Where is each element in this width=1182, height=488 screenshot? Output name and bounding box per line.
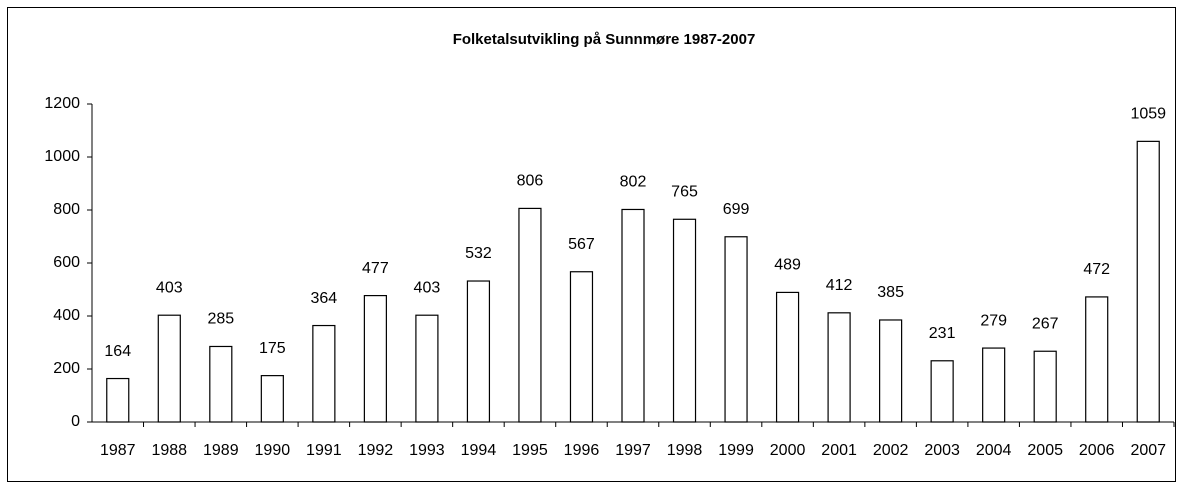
- data-label: 385: [877, 284, 904, 301]
- data-label: 765: [671, 183, 698, 200]
- chart-title: Folketalsutvikling på Sunnmøre 1987-2007: [453, 31, 756, 48]
- bar: [1085, 296, 1109, 423]
- x-tick-label: 1987: [100, 442, 136, 459]
- x-tick-label: 2003: [924, 442, 960, 459]
- data-label: 403: [414, 279, 441, 296]
- x-tick-label: 1999: [718, 442, 754, 459]
- bar: [106, 377, 130, 423]
- bar: [672, 218, 697, 423]
- data-label: 175: [259, 340, 286, 357]
- data-label: 1059: [1130, 106, 1166, 123]
- y-tick-label: 1000: [44, 148, 80, 165]
- bar: [312, 324, 336, 423]
- bar: [930, 360, 954, 423]
- bar: [879, 319, 903, 423]
- bar: [982, 347, 1006, 423]
- bar: [363, 294, 387, 423]
- bar: [1136, 140, 1160, 423]
- y-tick-label: 600: [53, 254, 80, 271]
- x-tick-label: 1996: [564, 442, 600, 459]
- bar: [724, 236, 748, 423]
- data-label: 472: [1083, 261, 1110, 278]
- bar: [466, 280, 491, 423]
- y-tick-label: 400: [53, 307, 80, 324]
- x-tick-label: 2007: [1130, 442, 1166, 459]
- x-tick-label: 1993: [409, 442, 445, 459]
- x-tick-label: 1992: [358, 442, 394, 459]
- x-tick-label: 2006: [1079, 442, 1115, 459]
- x-tick-label: 1989: [203, 442, 239, 459]
- data-label: 267: [1032, 315, 1059, 332]
- x-tick-label: 1994: [461, 442, 497, 459]
- x-tick-label: 2004: [976, 442, 1012, 459]
- bar: [775, 291, 800, 423]
- data-label: 231: [929, 325, 956, 342]
- bar: [518, 207, 542, 423]
- data-label: 802: [620, 174, 647, 191]
- x-tick-label: 2005: [1027, 442, 1063, 459]
- data-label: 364: [311, 290, 338, 307]
- bar: [827, 312, 851, 423]
- data-label: 806: [517, 173, 544, 190]
- bar: [209, 345, 233, 423]
- data-label: 699: [723, 201, 750, 218]
- data-label: 279: [980, 312, 1007, 329]
- x-tick-label: 2001: [821, 442, 857, 459]
- data-label: 477: [362, 260, 389, 277]
- x-tick-label: 1995: [512, 442, 548, 459]
- x-tick-label: 2002: [873, 442, 909, 459]
- data-label: 403: [156, 279, 183, 296]
- bar: [157, 314, 181, 423]
- y-tick-label: 200: [53, 360, 80, 377]
- data-label: 285: [207, 311, 234, 328]
- x-tick-label: 1998: [667, 442, 703, 459]
- x-tick-label: 1991: [306, 442, 342, 459]
- x-tick-label: 1990: [255, 442, 291, 459]
- x-tick-label: 2000: [770, 442, 806, 459]
- data-label: 164: [104, 343, 131, 360]
- y-tick-label: 800: [53, 201, 80, 218]
- x-tick-label: 1988: [151, 442, 187, 459]
- data-label: 412: [826, 277, 853, 294]
- x-tick-label: 1997: [615, 442, 651, 459]
- bar: [260, 375, 284, 423]
- y-tick-label: 1200: [44, 95, 80, 112]
- bar: [1033, 350, 1057, 423]
- data-label: 489: [774, 257, 801, 274]
- bar: [621, 208, 645, 423]
- data-label: 532: [465, 245, 492, 262]
- y-tick-label: 0: [71, 413, 80, 430]
- bar: [415, 314, 439, 423]
- bar: [569, 271, 594, 423]
- data-label: 567: [568, 236, 595, 253]
